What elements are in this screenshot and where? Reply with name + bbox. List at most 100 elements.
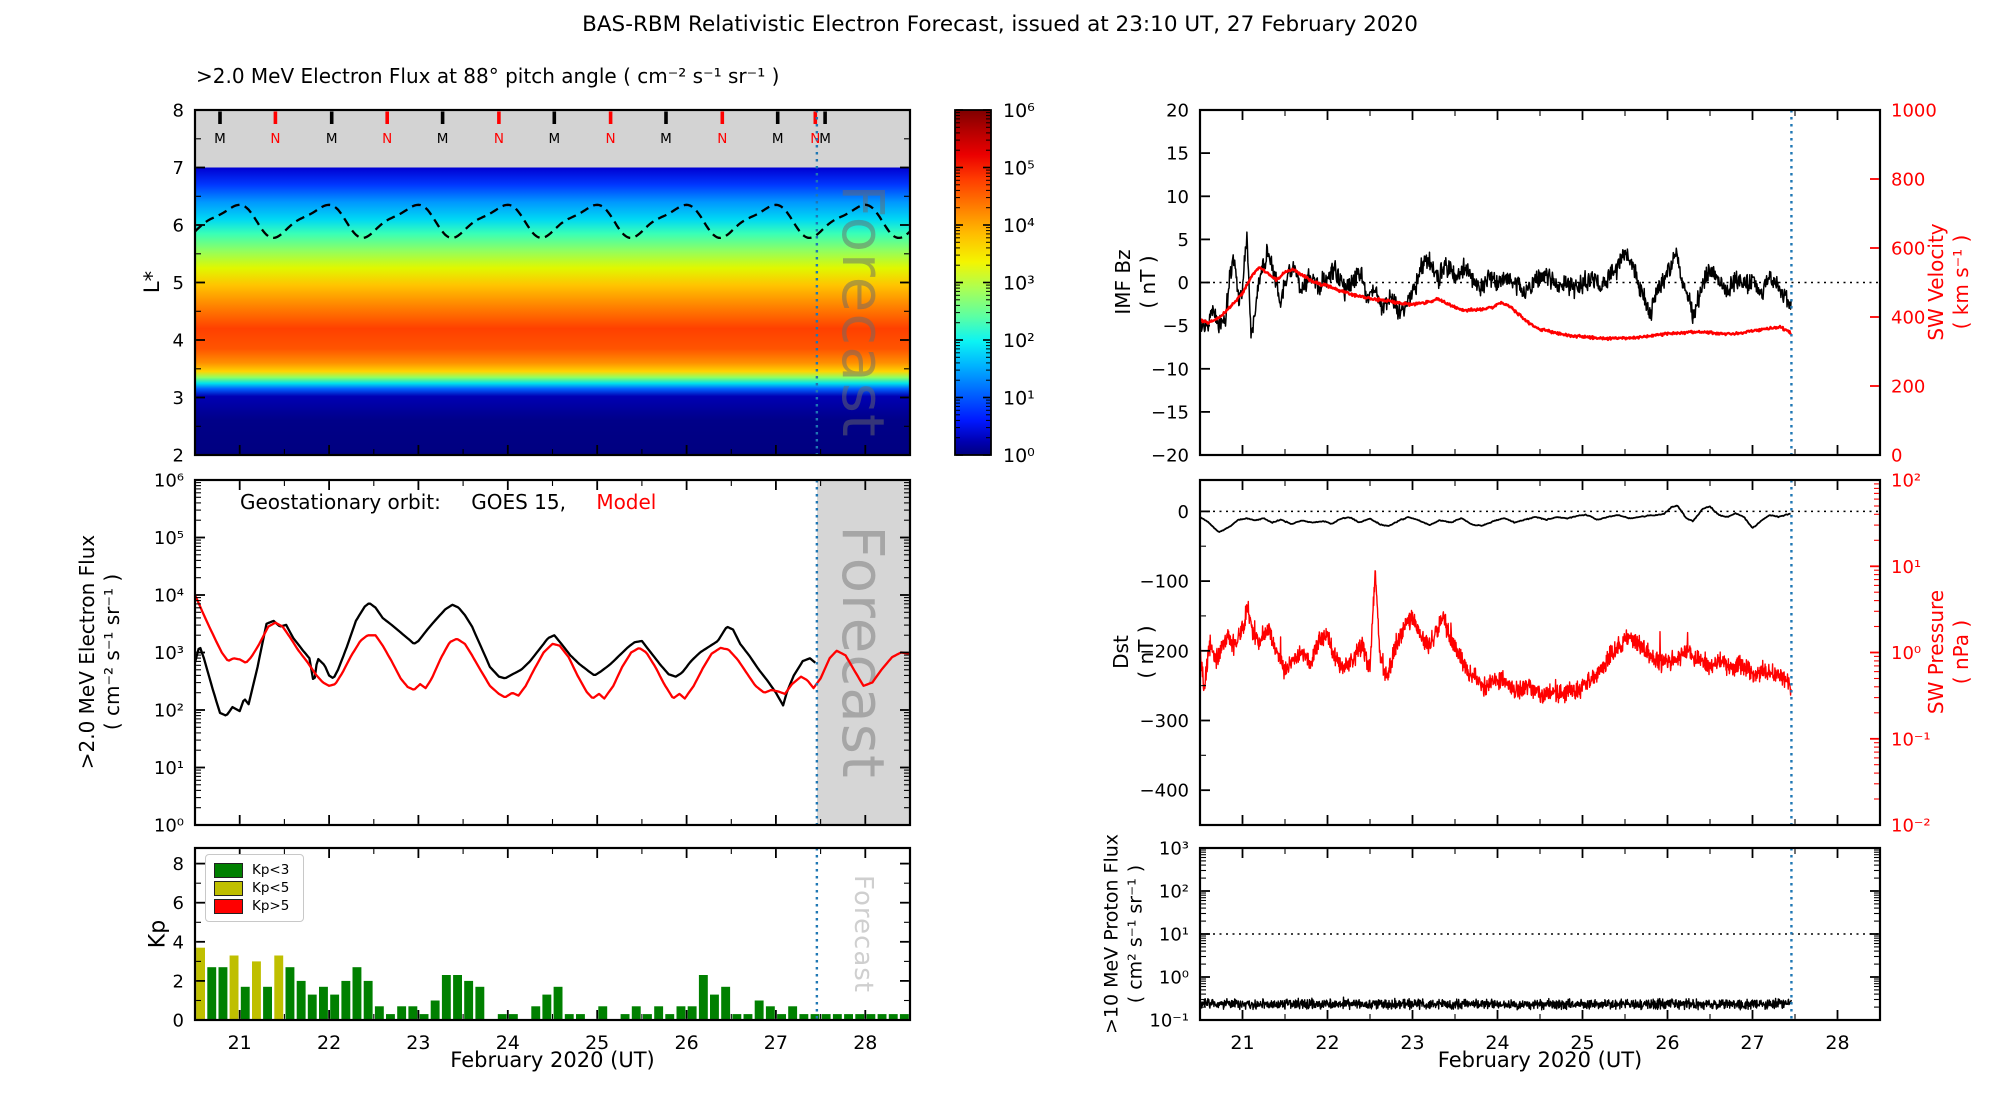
kp-mid-swatch bbox=[214, 880, 243, 896]
svg-text:M: M bbox=[772, 131, 784, 147]
svg-text:10³: 10³ bbox=[1159, 839, 1189, 860]
electron-flux-panel: Forecast Geostationary orbit: GOES 15, M… bbox=[154, 471, 912, 837]
svg-text:10³: 10³ bbox=[154, 643, 184, 664]
svg-text:−15: −15 bbox=[1151, 402, 1189, 423]
svg-text:25: 25 bbox=[1570, 1032, 1594, 1054]
svg-text:24: 24 bbox=[496, 1032, 520, 1054]
kp-low-swatch bbox=[214, 862, 243, 878]
svg-text:28: 28 bbox=[1825, 1032, 1849, 1054]
legend-model: Model bbox=[596, 490, 657, 514]
imf-bz-panel: 20 15 10 5 0 −5 −10 −15 −20 1000 800 600 400 200 0 bbox=[1151, 101, 1937, 467]
svg-text:25: 25 bbox=[585, 1032, 609, 1054]
svg-text:0: 0 bbox=[173, 1011, 184, 1032]
proton-ylabel-line1: >10 MeV Proton Flux bbox=[1100, 833, 1123, 1035]
dst-ylabel-line2: ( nT ) bbox=[1134, 625, 1158, 679]
proton-chart-svg: 10³ 10² 10¹ 10⁰ 10⁻¹ 21 22 23 24 25 26 27 28 bbox=[1149, 839, 1882, 1054]
svg-text:23: 23 bbox=[1400, 1032, 1424, 1054]
svg-text:800: 800 bbox=[1891, 170, 1925, 191]
electron-legend: Geostationary orbit: GOES 15, Model bbox=[240, 490, 680, 514]
sw-pressure-ylabel-line2: ( nPa ) bbox=[1949, 619, 1973, 685]
svg-text:27: 27 bbox=[1740, 1032, 1764, 1054]
svg-text:0: 0 bbox=[1178, 273, 1189, 294]
svg-text:400: 400 bbox=[1891, 308, 1925, 329]
kp-high-label: Kp>5 bbox=[252, 898, 290, 914]
svg-text:5: 5 bbox=[1178, 230, 1189, 251]
electron-flux-heatmap bbox=[195, 110, 910, 455]
bz-ylabel: IMF Bz ( nT ) bbox=[1111, 249, 1161, 314]
svg-text:10¹: 10¹ bbox=[1159, 925, 1189, 946]
svg-text:27: 27 bbox=[764, 1032, 788, 1054]
legend-prefix: Geostationary orbit: bbox=[240, 490, 441, 514]
svg-text:10⁵: 10⁵ bbox=[154, 528, 184, 549]
sw-pressure-ylabel-line1: SW Pressure bbox=[1924, 589, 1948, 715]
bz-ylabel-line1: IMF Bz bbox=[1111, 249, 1135, 315]
svg-text:2: 2 bbox=[173, 971, 184, 992]
svg-text:10: 10 bbox=[1166, 187, 1189, 208]
svg-text:24: 24 bbox=[1485, 1032, 1509, 1054]
svg-text:10⁻²: 10⁻² bbox=[1891, 816, 1931, 837]
svg-text:200: 200 bbox=[1891, 377, 1925, 398]
proton-flux-panel: 10³ 10² 10¹ 10⁰ 10⁻¹ 21 22 23 24 25 26 27 28 bbox=[1149, 839, 1882, 1054]
bz-ylabel-line2: ( nT ) bbox=[1136, 255, 1160, 309]
bz-chart-svg: 20 15 10 5 0 −5 −10 −15 −20 1000 800 600 400 200 0 bbox=[1151, 101, 1937, 467]
svg-text:10⁻¹: 10⁻¹ bbox=[1891, 729, 1931, 750]
electron-ylabel-line1: >2.0 MeV Electron Flux bbox=[75, 534, 99, 770]
kp-high-swatch bbox=[214, 898, 243, 914]
svg-text:M: M bbox=[214, 131, 226, 147]
svg-text:23: 23 bbox=[406, 1032, 430, 1054]
svg-text:N: N bbox=[717, 131, 727, 147]
colorbar-svg: 10⁶ 10⁵ 10⁴ 10³ 10² 10¹ 10⁰ bbox=[954, 100, 1035, 467]
svg-text:0: 0 bbox=[1178, 502, 1189, 523]
kp-legend-row: Kp>5 bbox=[214, 898, 289, 914]
svg-text:10²: 10² bbox=[154, 701, 184, 722]
svg-text:2: 2 bbox=[173, 446, 184, 467]
svg-text:10⁰: 10⁰ bbox=[1891, 643, 1921, 664]
kp-ylabel: Kp bbox=[144, 920, 172, 948]
svg-text:10¹: 10¹ bbox=[1003, 388, 1035, 410]
svg-text:600: 600 bbox=[1891, 239, 1925, 260]
svg-text:10⁶: 10⁶ bbox=[154, 471, 184, 492]
dst-ylabel-line1: Dst bbox=[1109, 635, 1133, 669]
svg-text:8: 8 bbox=[173, 854, 184, 875]
heatmap-title: >2.0 MeV Electron Flux at 88° pitch angl… bbox=[196, 64, 780, 88]
svg-text:7: 7 bbox=[173, 158, 184, 179]
svg-text:10²: 10² bbox=[1003, 330, 1035, 352]
dst-ylabel: Dst ( nT ) bbox=[1109, 625, 1159, 678]
kp-low-label: Kp<3 bbox=[252, 862, 290, 878]
svg-text:10³: 10³ bbox=[1003, 273, 1035, 295]
svg-text:M: M bbox=[660, 131, 672, 147]
svg-text:22: 22 bbox=[317, 1032, 341, 1054]
kp-legend: Kp<3 Kp<5 Kp>5 bbox=[205, 854, 305, 922]
svg-text:−20: −20 bbox=[1151, 446, 1189, 467]
svg-text:21: 21 bbox=[1230, 1032, 1254, 1054]
svg-text:10²: 10² bbox=[1891, 471, 1921, 492]
sw-pressure-ylabel: SW Pressure ( nPa ) bbox=[1924, 590, 1974, 714]
svg-text:10⁰: 10⁰ bbox=[1003, 445, 1035, 467]
legend-goes15: GOES 15, bbox=[471, 490, 566, 514]
svg-text:10⁴: 10⁴ bbox=[154, 586, 184, 607]
electron-ylabel-line2: ( cm⁻² s⁻¹ sr⁻¹ ) bbox=[100, 573, 124, 731]
svg-text:26: 26 bbox=[675, 1032, 699, 1054]
kp-panel: Forecast Kp<3 Kp<5 Kp>5 0 2 4 6 8 21 22 23 24 25 2… bbox=[173, 846, 912, 1054]
svg-text:3: 3 bbox=[173, 388, 184, 409]
svg-text:N: N bbox=[382, 131, 392, 147]
svg-text:M: M bbox=[437, 131, 449, 147]
proton-ylabel: >10 MeV Proton Flux ( cm² s⁻¹ sr⁻¹ ) bbox=[1100, 834, 1148, 1034]
svg-text:M: M bbox=[548, 131, 560, 147]
svg-text:15: 15 bbox=[1166, 144, 1189, 165]
svg-text:22: 22 bbox=[1315, 1032, 1339, 1054]
sw-velocity-ylabel-line2: ( km s⁻¹ ) bbox=[1949, 234, 1973, 330]
svg-text:10²: 10² bbox=[1159, 882, 1189, 903]
svg-text:−400: −400 bbox=[1140, 781, 1189, 802]
svg-text:−300: −300 bbox=[1140, 711, 1189, 732]
svg-text:28: 28 bbox=[853, 1032, 877, 1054]
forecast-region bbox=[816, 480, 910, 825]
svg-text:10⁴: 10⁴ bbox=[1003, 215, 1035, 237]
svg-text:6: 6 bbox=[173, 893, 184, 914]
electron-chart-svg: 10⁶ 10⁵ 10⁴ 10³ 10² 10¹ 10⁰ bbox=[154, 471, 912, 837]
svg-text:20: 20 bbox=[1166, 101, 1189, 122]
svg-text:10⁵: 10⁵ bbox=[1003, 158, 1035, 180]
